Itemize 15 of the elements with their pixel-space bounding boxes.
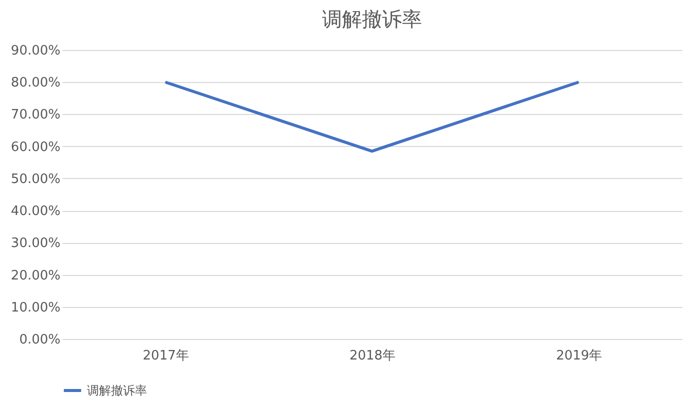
y-tick-label: 80.00%	[10, 76, 60, 91]
y-tick-label: 30.00%	[10, 236, 60, 252]
x-tick-label: 2019年	[556, 348, 602, 364]
x-tick-label: 2017年	[142, 348, 189, 364]
y-tick-label: 40.00%	[10, 204, 60, 220]
legend-label: 调解撤诉率	[87, 384, 147, 398]
y-tick-label: 10.00%	[10, 300, 60, 316]
y-tick-label: 90.00%	[10, 44, 60, 58]
x-tick-label: 2018年	[349, 348, 396, 364]
y-tick-label: 20.00%	[10, 268, 60, 284]
y-tick-label: 70.00%	[10, 108, 60, 123]
chart-title: 调解撤诉率	[322, 7, 422, 31]
y-tick-label: 60.00%	[10, 140, 60, 155]
y-tick-label: 0.00%	[19, 332, 60, 348]
y-tick-label: 50.00%	[10, 172, 60, 187]
